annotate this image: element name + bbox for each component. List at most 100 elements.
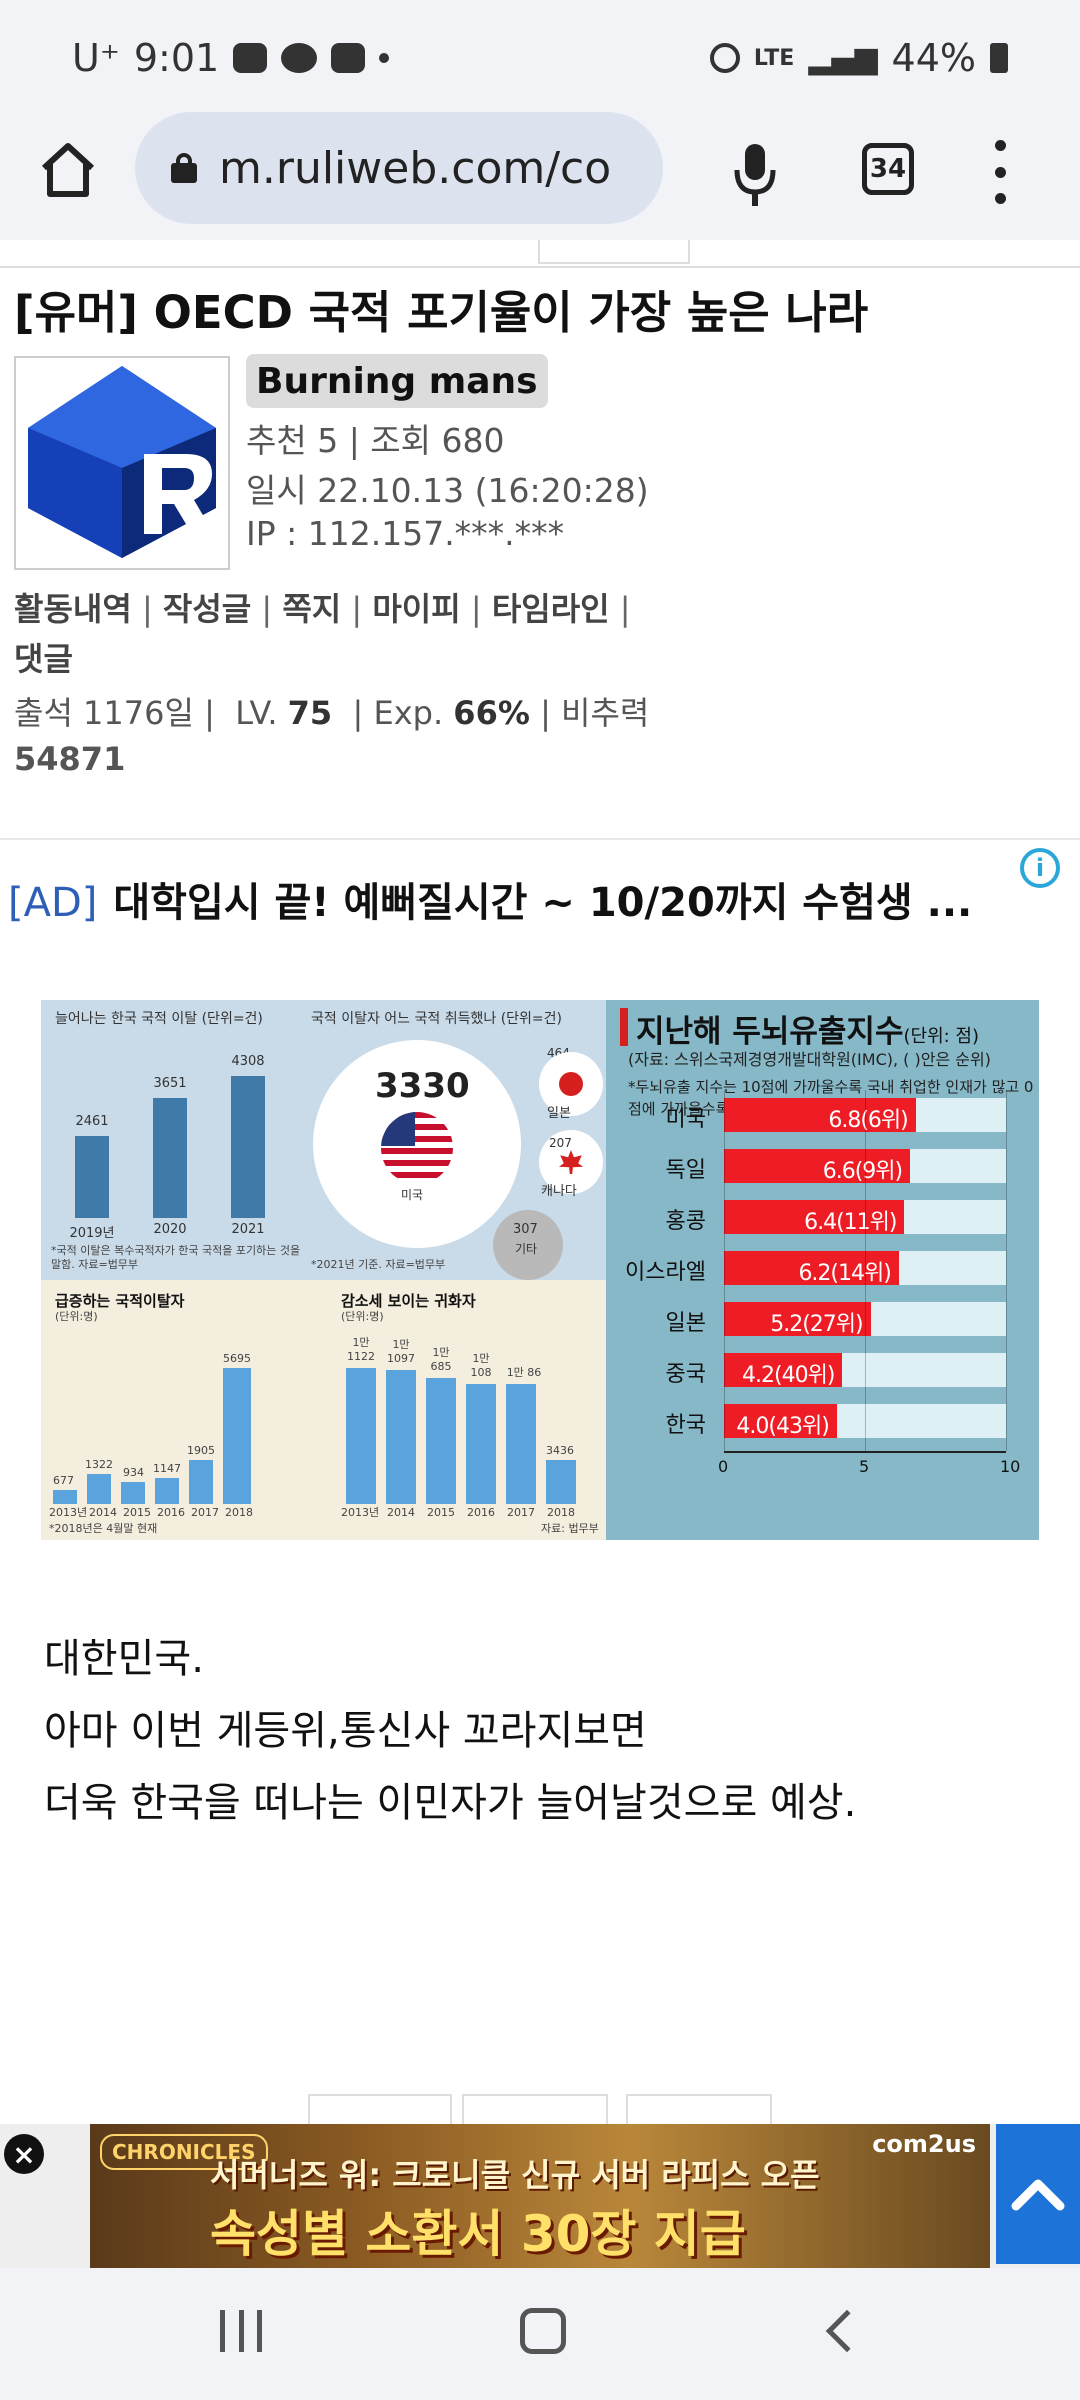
brain-drain-chart: 지난해 두뇌유출지수(단위: 점) (자료: 스위스국제경영개발대학원(IMC)… bbox=[606, 1000, 1039, 1540]
chart-title-accent bbox=[620, 1008, 628, 1046]
top-divider bbox=[0, 240, 1080, 268]
year-2020: 2020 bbox=[153, 1222, 187, 1237]
scroll-to-top-button[interactable] bbox=[996, 2124, 1080, 2264]
panel-a-note: *국적 이탈은 복수국적자가 한국 국적을 포기하는 것을 말함. 자료=법무부 bbox=[51, 1244, 301, 1271]
body-line-2: 아마 이번 게등위,통신사 꼬라지보면 bbox=[44, 1708, 647, 1754]
chart-title: 지난해 두뇌유출지수(단위: 점) bbox=[636, 1006, 979, 1051]
chart-category-label: 일본 bbox=[665, 1311, 706, 1336]
battery-icon bbox=[990, 43, 1008, 73]
exp-value: 66% bbox=[453, 694, 530, 732]
bar-2021 bbox=[231, 1076, 265, 1218]
system-nav-bar bbox=[0, 2268, 1080, 2400]
recent-apps-button[interactable] bbox=[220, 2310, 262, 2352]
board-tab-stub[interactable] bbox=[538, 240, 690, 264]
value-c-2013: 677 bbox=[53, 1474, 74, 1487]
chart-gridline bbox=[724, 1090, 725, 1451]
ad-tag: [AD] bbox=[8, 880, 98, 926]
chart-subtitle: (자료: 스위스국제경영개발대학원(IMC), ( )안은 순위) bbox=[628, 1050, 991, 1069]
attendance: 출석 1176일 bbox=[14, 694, 194, 732]
more-dot-icon bbox=[994, 140, 1006, 151]
chart-data-label: 4.0(43위) bbox=[736, 1414, 829, 1439]
other-value: 307 bbox=[513, 1222, 538, 1237]
banner-logo: CHRONICLES bbox=[100, 2134, 268, 2170]
panel-b-note: *2021년 기준. 자료=법무부 bbox=[311, 1258, 446, 1271]
bar-c-2017 bbox=[189, 1460, 213, 1504]
bar-d-2018 bbox=[546, 1460, 576, 1504]
post-date: 일시 22.10.13 (16:20:28) bbox=[246, 471, 649, 510]
panel-a-title: 늘어나는 한국 국적 이탈 (단위=건) bbox=[55, 1011, 263, 1027]
chart-bar-track: 4.0(43위) bbox=[724, 1404, 1006, 1439]
home-nav-button[interactable] bbox=[520, 2308, 566, 2354]
panel-b-title: 국적 이탈자 어느 국적 취득했나 (단위=건) bbox=[311, 1011, 562, 1027]
bar-2020 bbox=[153, 1098, 187, 1218]
panel-renunciation-trend: 늘어나는 한국 국적 이탈 (단위=건) 2461 3651 4308 2019… bbox=[41, 1000, 606, 1280]
chart-axis-line bbox=[724, 1451, 1006, 1453]
author-links: 활동내역 | 작성글 | 쪽지 | 마이피 | 타임라인 | 댓글 bbox=[14, 590, 631, 678]
value-d-2014: 1만 1097 bbox=[387, 1338, 415, 1365]
link-mypi[interactable]: 마이피 bbox=[372, 590, 461, 628]
chart-data-label: 6.4(11위) bbox=[804, 1210, 897, 1235]
chart-x-tick: 0 bbox=[718, 1457, 729, 1476]
panel-c-unit: (단위:명) bbox=[55, 1310, 98, 1323]
video-call-icon bbox=[331, 43, 366, 73]
chart-bar-track: 6.8(6위) bbox=[724, 1098, 1006, 1133]
level-label: LV. bbox=[235, 694, 278, 732]
ad-info-icon[interactable]: i bbox=[1020, 848, 1060, 888]
chart-title-text: 지난해 두뇌유출지수 bbox=[636, 1014, 904, 1050]
link-activity[interactable]: 활동내역 bbox=[14, 590, 132, 628]
author-avatar[interactable] bbox=[14, 356, 230, 570]
home-icon bbox=[41, 143, 95, 197]
exp-label: Exp. bbox=[373, 694, 444, 732]
bar-c-2015 bbox=[121, 1482, 145, 1504]
banner-close-button[interactable]: × bbox=[4, 2134, 44, 2174]
year-c-2018: 2018 bbox=[225, 1506, 253, 1519]
ruliweb-logo-icon bbox=[28, 366, 216, 558]
link-comments[interactable]: 댓글 bbox=[14, 640, 73, 678]
link-posts[interactable]: 작성글 bbox=[162, 590, 252, 628]
value-c-2018: 5695 bbox=[223, 1352, 251, 1365]
other-label: 기타 bbox=[515, 1242, 538, 1256]
link-message[interactable]: 쪽지 bbox=[282, 590, 342, 628]
close-icon: × bbox=[12, 2137, 36, 2171]
chart-bar: 5.2(27위) bbox=[724, 1302, 871, 1337]
canada-value: 207 bbox=[549, 1136, 572, 1150]
us-flag-icon bbox=[381, 1112, 453, 1184]
pager-button[interactable] bbox=[308, 2094, 452, 2124]
year-c-2017: 2017 bbox=[191, 1506, 219, 1519]
bar-c-2014 bbox=[87, 1474, 111, 1504]
panel-renunciation-surge: 급증하는 국적이탈자 (단위:명) 677 1322 934 1147 1905… bbox=[41, 1280, 606, 1540]
bar-d-2014 bbox=[386, 1370, 416, 1504]
body-line-3: 더욱 한국을 떠나는 이민자가 늘어날것으로 예상. bbox=[44, 1780, 857, 1826]
chart-row: 중국 4.2(40위) bbox=[606, 1349, 1039, 1389]
hotspot-icon bbox=[709, 43, 740, 73]
year-d-2015: 2015 bbox=[427, 1506, 455, 1519]
status-left: U⁺ 9:01 bbox=[72, 36, 390, 80]
voice-search-button[interactable] bbox=[730, 140, 780, 210]
value-2019: 2461 bbox=[75, 1114, 109, 1129]
chart-row: 홍콩 6.4(11위) bbox=[606, 1196, 1039, 1236]
bar-c-2013 bbox=[53, 1490, 77, 1504]
bar-d-2016 bbox=[466, 1384, 496, 1504]
text-ad[interactable]: [AD] 대학입시 끝! 예뻐질시간 ~ 10/20까지 수험생 ... bbox=[8, 870, 1008, 928]
japan-flag-icon bbox=[559, 1072, 583, 1096]
pager-button[interactable] bbox=[462, 2094, 608, 2124]
chart-bar-track: 6.6(9위) bbox=[724, 1149, 1006, 1184]
more-dot-icon bbox=[994, 166, 1006, 178]
chart-bar: 6.6(9위) bbox=[724, 1149, 911, 1184]
us-label: 미국 bbox=[401, 1188, 424, 1202]
bar-d-2013 bbox=[346, 1368, 376, 1504]
value-d-2013: 1만 1122 bbox=[347, 1336, 375, 1363]
address-bar[interactable]: m.ruliweb.com/co bbox=[135, 112, 663, 224]
link-timeline[interactable]: 타임라인 bbox=[491, 590, 610, 628]
banner-offer: 속성별 소환서 30장 지급 bbox=[210, 2205, 746, 2263]
home-button[interactable] bbox=[36, 138, 100, 202]
pager-button[interactable] bbox=[626, 2094, 772, 2124]
back-button[interactable] bbox=[825, 2309, 869, 2353]
author-name[interactable]: Burning mans bbox=[246, 354, 548, 408]
year-d-2017: 2017 bbox=[507, 1506, 535, 1519]
tab-switcher-button[interactable]: 34 bbox=[862, 143, 914, 195]
banner-ad[interactable]: CHRONICLES com2us 서머너즈 워: 크로니클 신규 서버 라피스… bbox=[90, 2124, 990, 2268]
menu-button[interactable] bbox=[990, 140, 1010, 204]
network-type: LTE bbox=[753, 45, 795, 71]
chart-unit: (단위: 점) bbox=[903, 1026, 979, 1047]
